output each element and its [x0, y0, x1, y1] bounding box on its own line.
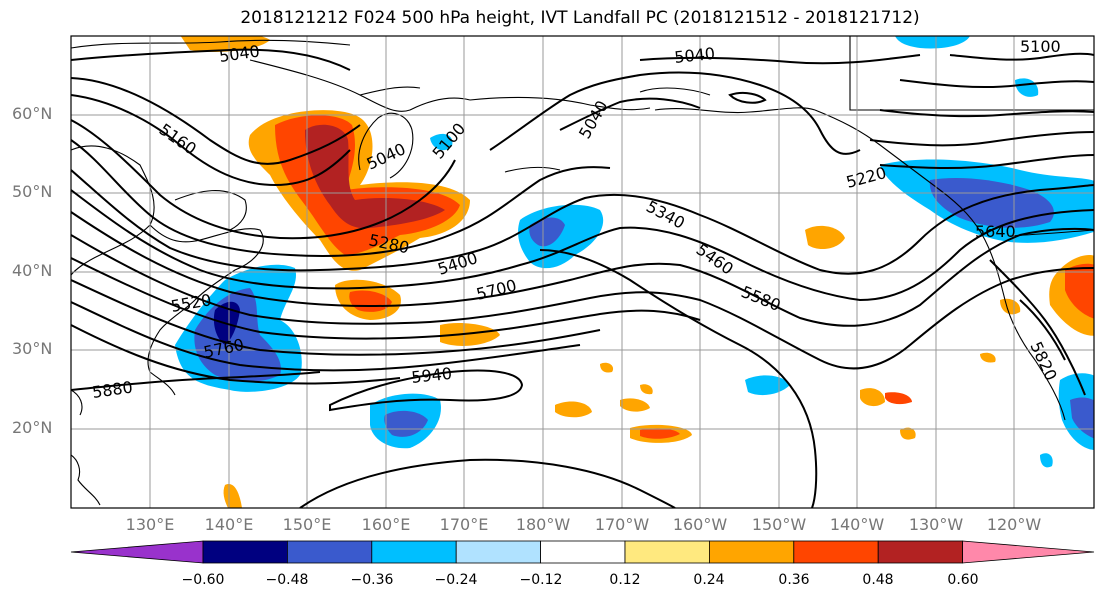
lon-label: 160°W [672, 515, 728, 534]
colorbar-bin [70, 540, 204, 564]
colorbar-tick: −0.24 [434, 572, 478, 588]
contour-label: 5040 [673, 44, 715, 67]
contour-label: 5100 [1020, 37, 1061, 56]
colorbar-bin [793, 540, 879, 564]
contour-label: 5940 [410, 364, 452, 387]
lon-label: 140°W [829, 515, 885, 534]
colorbar-bin [962, 540, 1095, 564]
lon-label: 150°W [751, 515, 807, 534]
height-contours [71, 48, 1094, 508]
lon-label: 170°E [439, 515, 489, 534]
lon-label: 150°E [282, 515, 332, 534]
graticule [71, 36, 1094, 508]
lon-label: 160°E [361, 515, 411, 534]
lat-label: 50°N [12, 182, 53, 201]
colorbar-tick: −0.36 [350, 572, 394, 588]
colorbar-bin [455, 540, 542, 564]
lon-label: 140°E [204, 515, 254, 534]
colorbar-tick: 0.12 [609, 572, 641, 588]
colorbar-bin [286, 540, 373, 564]
ivt-positive-shading [180, 36, 1094, 508]
lat-label: 30°N [12, 339, 53, 358]
coastlines [71, 36, 1094, 506]
lon-label: 120°W [986, 515, 1042, 534]
lat-label: 40°N [12, 261, 53, 280]
colorbar-bin [202, 540, 288, 564]
colorbar-tick: −0.60 [181, 572, 225, 588]
lon-label: 130°E [125, 515, 175, 534]
colorbar-tick: 0.48 [862, 572, 894, 588]
colorbar-tick: −0.48 [265, 572, 309, 588]
lat-label: 60°N [12, 104, 53, 123]
colorbar-tick: 0.60 [947, 572, 979, 588]
colorbar-tick: 0.36 [778, 572, 810, 588]
colorbar-bin [540, 540, 626, 564]
lon-label: 180°W [515, 515, 571, 534]
map-frame [70, 35, 1095, 509]
colorbar-bin [877, 540, 964, 564]
colorbar-tick: 0.24 [693, 572, 725, 588]
lon-label: 170°W [594, 515, 650, 534]
colorbar-bin [624, 540, 710, 564]
lon-label: 130°W [908, 515, 964, 534]
colorbar-bin [709, 540, 795, 564]
colorbar-bin [371, 540, 457, 564]
lat-label: 20°N [12, 418, 53, 437]
contour-label: 5640 [975, 222, 1016, 241]
colorbar-tick: −0.12 [519, 572, 563, 588]
map-title: 2018121212 F024 500 hPa height, IVT Land… [240, 8, 920, 28]
